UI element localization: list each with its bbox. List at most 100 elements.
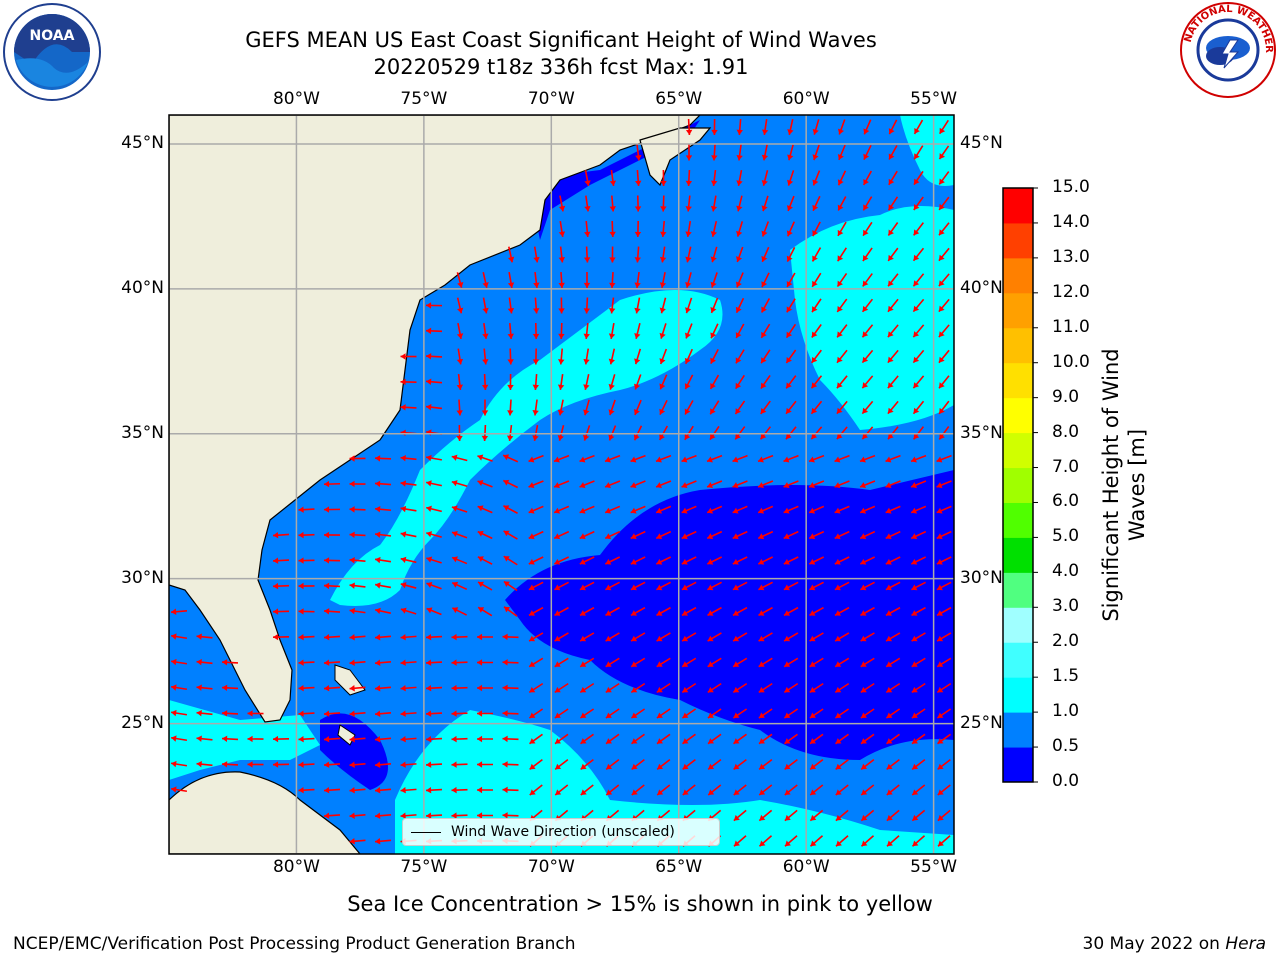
wave-direction-arrowhead: [812, 280, 818, 287]
colorbar-level-label: 5.0: [1052, 526, 1080, 547]
wave-direction-arrowhead: [733, 789, 740, 795]
wave-direction-arrowhead: [710, 231, 717, 237]
wave-direction-arrowhead: [937, 763, 944, 770]
wave-direction-arrowhead: [939, 178, 945, 185]
tick-label: 75°W: [400, 89, 448, 109]
wave-direction-arrowhead: [758, 584, 765, 591]
wave-direction-arrowhead: [171, 633, 177, 640]
wave-direction-arrowhead: [555, 789, 562, 795]
wave-direction-arrowhead: [733, 738, 740, 744]
tick-label: 30°N: [121, 567, 164, 588]
wave-direction-arrowhead: [477, 786, 483, 794]
wave-direction-arrowhead: [759, 738, 765, 744]
wave-direction-arrowhead: [707, 584, 714, 591]
colorbar-swatch: [1003, 432, 1033, 469]
wave-direction-arrowhead: [533, 308, 540, 314]
wave-direction-arrowhead: [659, 408, 666, 415]
wave-direction-arrowhead: [631, 686, 638, 693]
wave-direction-arrowhead: [836, 407, 843, 414]
wave-direction-arrowhead: [888, 128, 895, 135]
wave-direction-arrowhead: [860, 635, 867, 642]
wave-direction-arrowhead: [759, 814, 766, 821]
wave-direction-arrowhead: [936, 558, 943, 565]
wave-direction-arrowhead: [608, 409, 615, 416]
wave-direction-arrowhead: [735, 281, 742, 288]
colorbar-title: Significant Height of Wind Waves [m]: [1099, 348, 1149, 622]
wave-direction-arrowhead: [887, 331, 894, 338]
wave-direction-arrowhead: [758, 712, 765, 719]
wave-direction-arrowhead: [633, 383, 641, 390]
wave-direction-arrowhead: [375, 812, 381, 819]
wave-direction-arrowhead: [862, 356, 869, 363]
wave-direction-arrowhead: [349, 506, 355, 513]
wave-direction-arrowhead: [682, 686, 689, 693]
wave-direction-arrowhead: [477, 761, 483, 768]
wave-direction-arrowhead: [761, 154, 769, 161]
wave-direction-arrowhead: [911, 456, 917, 463]
chart-title: GEFS MEAN US East Coast Significant Heig…: [245, 28, 877, 52]
wave-direction-arrowhead: [349, 557, 355, 564]
wave-direction-arrowhead: [837, 356, 843, 363]
wave-direction-arrowhead: [375, 531, 381, 538]
wave-direction-arrowhead: [733, 712, 740, 719]
wave-direction-arrowhead: [196, 658, 202, 666]
wave-direction-arrowhead: [426, 786, 432, 794]
wave-direction-arrowhead: [529, 763, 536, 770]
wave-direction-arrowhead: [885, 584, 892, 591]
tick-label: 40°N: [960, 277, 1003, 298]
wave-direction-arrowhead: [758, 610, 765, 616]
wave-direction-arrowhead: [631, 738, 638, 744]
wave-direction-arrowhead: [759, 840, 766, 847]
wave-direction-arrowhead: [375, 634, 381, 641]
wave-direction-arrowhead: [710, 205, 718, 212]
wave-direction-arrowhead: [835, 686, 842, 693]
wave-zone-bahamas: [320, 713, 388, 790]
wave-direction-arrowhead: [349, 710, 355, 717]
wave-direction-arrowhead: [504, 606, 511, 613]
wave-direction-arrowhead: [685, 206, 692, 212]
wave-direction-arrowhead: [579, 456, 586, 463]
wave-direction-arrowhead: [273, 582, 279, 590]
wave-direction-arrowhead: [502, 633, 508, 641]
wave-direction-arrowhead: [862, 433, 869, 440]
wave-direction-arrowhead: [912, 814, 919, 821]
wave-direction-arrowhead: [710, 357, 717, 364]
colorbar-swatch: [1003, 467, 1033, 503]
wave-direction-arrowhead: [835, 738, 842, 744]
wave-direction-arrowhead: [758, 661, 765, 667]
wave-direction-arrowhead: [685, 129, 693, 135]
sea-ice-footnote: Sea Ice Concentration > 15% is shown in …: [347, 892, 933, 916]
wave-direction-arrowhead: [171, 658, 177, 666]
wave-direction-arrowhead: [937, 686, 944, 693]
wave-direction-arrowhead: [711, 155, 718, 161]
wave-direction-arrowhead: [937, 635, 944, 642]
wave-direction-arrowhead: [911, 686, 918, 693]
wave-direction-arrowhead: [684, 332, 691, 339]
colorbar-level-label: 15.0: [1052, 177, 1090, 197]
wave-direction-arrowhead: [630, 584, 637, 591]
wave-direction-arrowhead: [809, 610, 816, 616]
wave-direction-arrowhead: [400, 685, 406, 692]
wave-direction-arrowhead: [914, 127, 920, 134]
wave-direction-arrowhead: [477, 530, 484, 537]
wave-direction-arrowhead: [784, 840, 791, 847]
wave-direction-arrowhead: [914, 153, 920, 160]
wave-direction-arrowhead: [533, 256, 540, 263]
wave-direction-arrowhead: [324, 634, 330, 641]
wave-direction-arrowhead: [634, 257, 641, 263]
wave-direction-arrowhead: [634, 206, 642, 212]
wave-direction-arrowhead: [707, 635, 714, 642]
wave-direction-arrowhead: [811, 433, 818, 440]
wave-direction-arrowhead: [836, 433, 843, 440]
wave-direction-arrowhead: [196, 735, 202, 742]
wave-direction-arrowhead: [579, 558, 586, 565]
wave-direction-arrowhead: [481, 435, 489, 441]
tick-label: 40°N: [121, 277, 164, 298]
map-legend: Wind Wave Direction (unscaled): [402, 818, 720, 846]
wave-direction-arrowhead: [708, 789, 715, 795]
wave-direction-arrowhead: [375, 685, 381, 692]
wave-direction-arrowhead: [913, 305, 920, 312]
wave-direction-arrowhead: [732, 482, 739, 489]
wave-direction-arrowhead: [863, 128, 870, 135]
wave-direction-arrowhead: [298, 786, 304, 794]
